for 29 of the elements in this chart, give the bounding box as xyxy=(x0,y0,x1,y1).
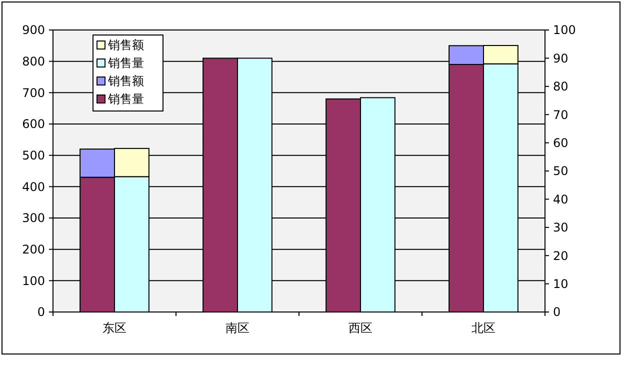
y2-tick-label: 0 xyxy=(553,305,561,320)
x-tick-label: 北区 xyxy=(472,321,496,335)
legend-label: 销售量 xyxy=(107,92,144,106)
y2-tick-label: 50 xyxy=(553,164,568,178)
y-tick-label: 900 xyxy=(22,23,45,38)
y2-tick-label: 40 xyxy=(553,192,568,206)
y2-tick-label: 70 xyxy=(553,108,568,122)
x-tick-label: 东区 xyxy=(102,321,126,335)
x-tick-label: 西区 xyxy=(348,321,372,335)
y-tick-label: 200 xyxy=(22,242,45,257)
x-tick-label: 南区 xyxy=(226,321,250,335)
y2-tick-label: 30 xyxy=(553,220,568,235)
y2-tick-label: 80 xyxy=(553,80,568,94)
y2-tick-label: 60 xyxy=(553,136,568,150)
y-tick-label: 600 xyxy=(22,117,45,132)
y2-tick-label: 90 xyxy=(553,51,568,66)
y-tick-label: 100 xyxy=(22,274,45,288)
y2-tick-label: 20 xyxy=(553,248,568,263)
y-tick-label: 700 xyxy=(22,86,45,100)
legend-label: 销售额 xyxy=(107,74,144,88)
y2-tick-label: 10 xyxy=(553,277,568,291)
legend-label: 销售量 xyxy=(107,56,144,70)
y2-tick-label: 100 xyxy=(553,23,576,38)
y-tick-label: 500 xyxy=(22,148,45,163)
legend-label: 销售额 xyxy=(107,38,144,52)
y-tick-label: 0 xyxy=(37,305,45,320)
y-tick-label: 300 xyxy=(22,211,45,226)
y-tick-label: 400 xyxy=(22,180,45,194)
y-tick-label: 800 xyxy=(22,54,45,69)
